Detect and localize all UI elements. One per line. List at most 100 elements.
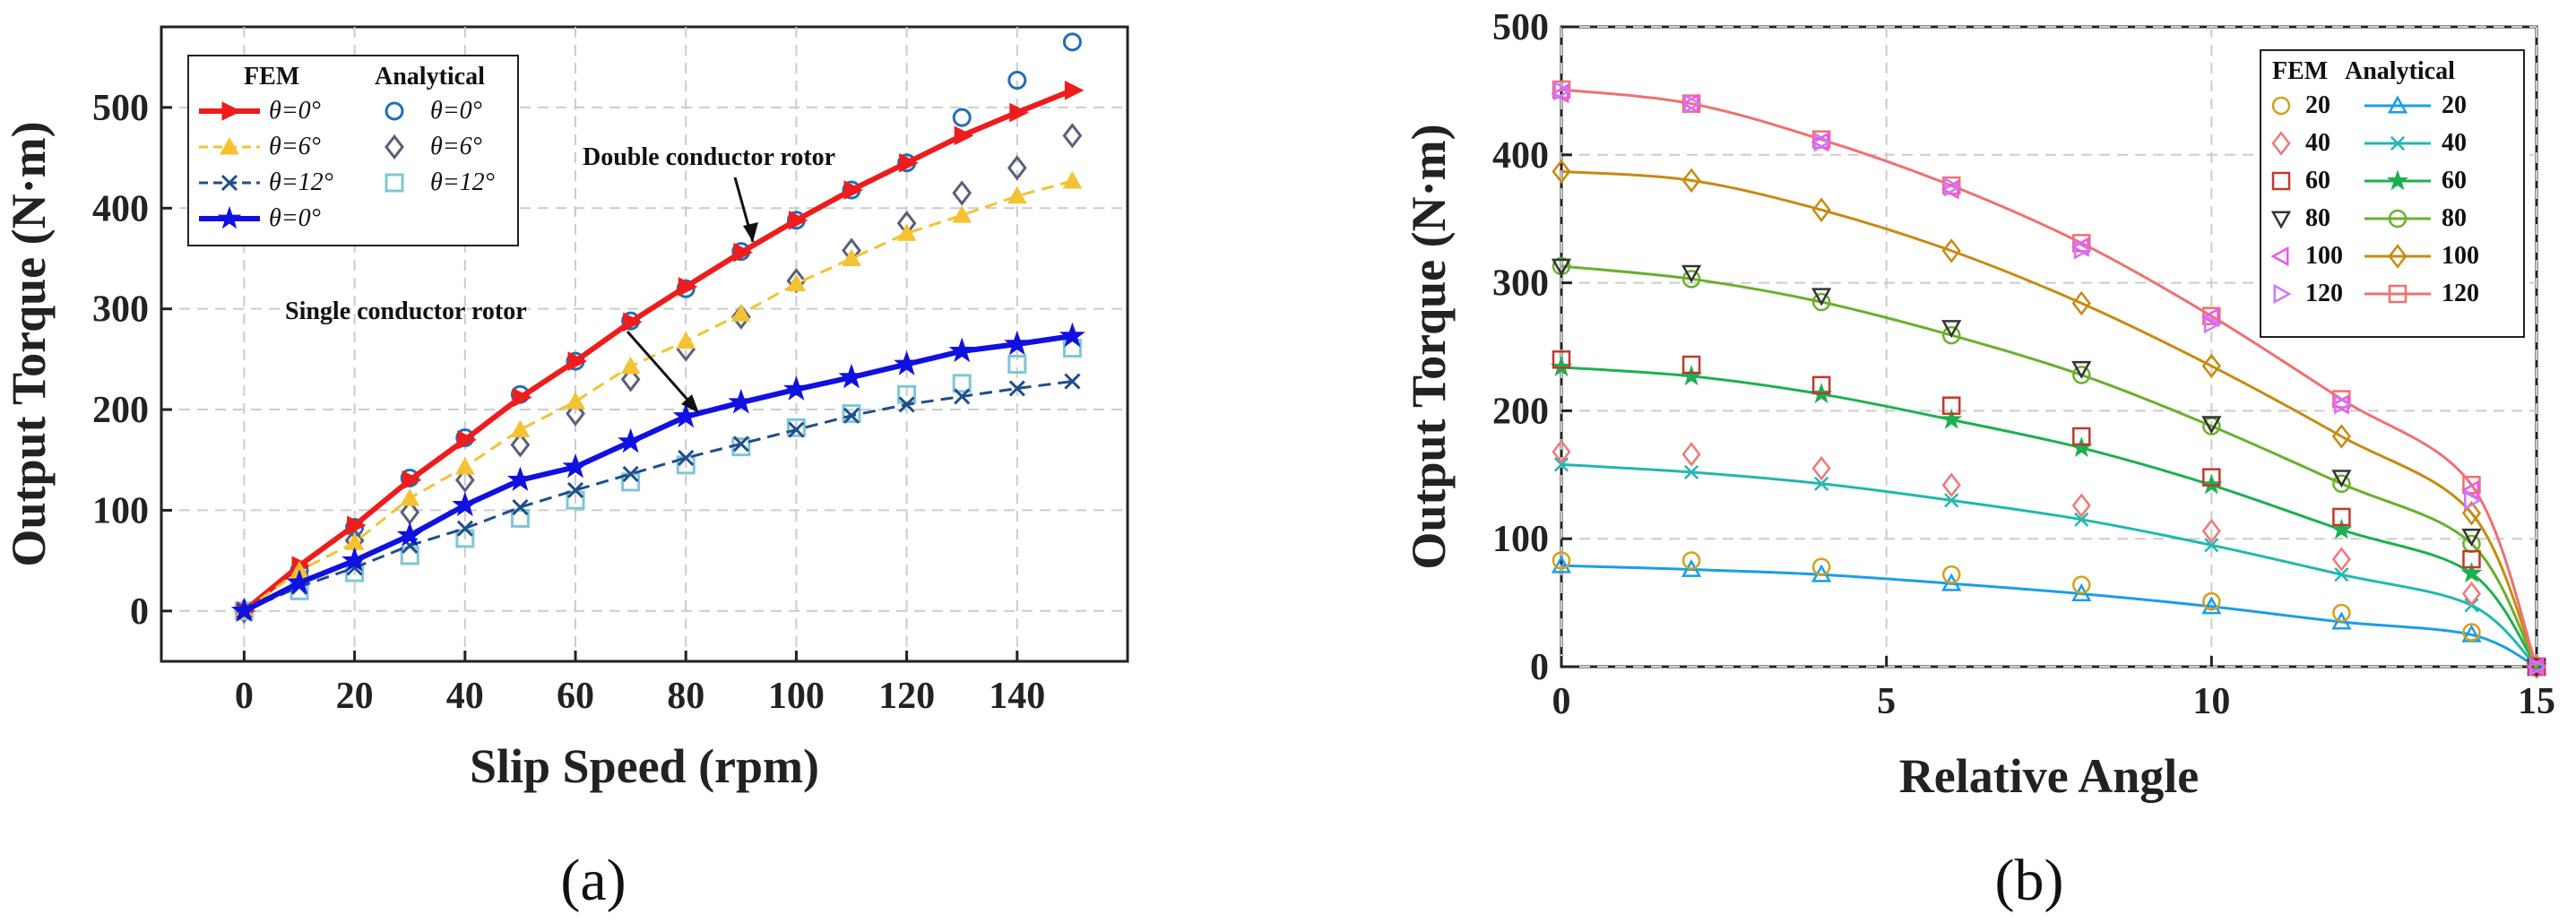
legend-b-analytical-label-3: 80 — [2442, 204, 2467, 232]
a-ytick-label-3: 300 — [92, 289, 149, 331]
a-fem-3-point-1 — [286, 569, 313, 594]
a-analytical-4-point-15 — [1062, 32, 1082, 52]
b-ytick-label-5: 500 — [1492, 7, 1549, 48]
legend-b-fem-label-2: 60 — [2305, 167, 2330, 194]
b-xtick-label-0: 0 — [1552, 681, 1571, 722]
b-fem-5-point-5 — [2203, 314, 2222, 334]
b-ytick-label-4: 400 — [1492, 135, 1549, 177]
b-fem-5-point-0 — [1553, 81, 1572, 101]
b-analytical-4-point-7 — [2461, 500, 2482, 526]
legend-a-fem-marker-2 — [220, 174, 238, 192]
b-fem-0-point-2 — [1811, 557, 1831, 576]
a-fem-3-point-7 — [618, 427, 644, 453]
a-ytick-label-1: 100 — [92, 490, 149, 531]
a-fem-3-point-3 — [396, 522, 423, 547]
b-analytical-2-point-6 — [2330, 518, 2353, 539]
b-analytical-5-line — [1560, 88, 2538, 668]
b-analytical-3-point-3 — [1941, 325, 1961, 345]
panel-a-chart: 0 20 40 60 80 100 120 140 0 100 200 300 400 500 Slip … — [2, 25, 1129, 793]
a-fem-2-point-14 — [1008, 380, 1025, 397]
legend-b-fem-label-1: 40 — [2305, 129, 2330, 157]
legend-b-analytical-marker-2 — [2386, 169, 2409, 191]
a-analytical-5-point-9 — [730, 304, 751, 330]
a-fem-1-line — [243, 179, 1073, 613]
b-analytical-1-point-5 — [2204, 538, 2219, 553]
a-fem-3-line — [243, 333, 1073, 614]
a-fem-2-point-6 — [566, 481, 584, 499]
a-fem-0-point-5 — [512, 387, 532, 408]
b-xtick-label-1: 5 — [1877, 681, 1896, 722]
b-analytical-4-point-4 — [2071, 290, 2091, 316]
b-fem-1-point-0 — [1552, 439, 1571, 464]
panel-a-xlabel: Slip Speed (rpm) — [470, 739, 819, 793]
b-analytical-1-point-0 — [1553, 457, 1569, 472]
b-fem-0-point-0 — [1552, 551, 1571, 570]
a-fem-0-point-6 — [567, 351, 588, 371]
b-xtick-label-2: 10 — [2192, 681, 2230, 722]
a-analytical-6-point-5 — [510, 508, 530, 528]
a-fem-1-point-6 — [566, 392, 585, 410]
b-analytical-2-point-7 — [2460, 561, 2483, 583]
a-analytical-5-point-15 — [1062, 123, 1083, 149]
legend-a-analytical-marker-2 — [385, 173, 404, 193]
a-fem-0-point-2 — [347, 515, 367, 536]
b-analytical-0-point-5 — [2201, 596, 2222, 615]
b-fem-3-point-5 — [2201, 416, 2222, 435]
b-fem-2-point-4 — [2072, 427, 2091, 446]
a-fem-0-point-10 — [788, 210, 808, 230]
legend-b-header-analytical: Analytical — [2345, 57, 2455, 85]
a-fem-0-point-9 — [733, 242, 753, 263]
legend-a-analytical-marker-0 — [385, 101, 404, 121]
a-analytical-6-point-14 — [1007, 354, 1027, 374]
legend-b-analytical-label-4: 100 — [2442, 242, 2479, 270]
a-analytical-5-point-6 — [566, 401, 585, 427]
a-fem-3-point-4 — [452, 491, 479, 517]
b-fem-5-point-3 — [1943, 177, 1962, 197]
a-fem-0-point-7 — [623, 312, 643, 332]
legend-b-analytical-label-2: 60 — [2442, 167, 2467, 194]
panel-a-legend: FEM Analytical θ=0° θ=6° θ=12° θ=0° θ=0° θ=6°… — [187, 55, 519, 246]
b-fem-2-point-7 — [2462, 549, 2481, 569]
b-fem-5-point-7 — [2464, 490, 2483, 511]
a-fem-2-point-5 — [512, 498, 529, 516]
b-fem-1-point-6 — [2331, 547, 2351, 572]
a-xtick-label-0: 0 — [235, 676, 254, 717]
legend-a-fem-label-2: θ=12° — [269, 168, 333, 196]
a-fem-1-point-8 — [676, 331, 696, 349]
legend-b-fem-marker-2 — [2271, 171, 2291, 191]
a-fem-1-point-9 — [730, 304, 751, 322]
b-fem-3-point-4 — [2071, 360, 2092, 379]
a-xtick-label-1: 20 — [336, 676, 374, 717]
a-ytick-label-0: 0 — [130, 591, 149, 633]
a-fem-0-point-11 — [843, 180, 864, 200]
a-analytical-5-point-14 — [1007, 155, 1027, 181]
legend-a-fem-label-3: θ=0° — [269, 204, 321, 232]
b-analytical-3-point-4 — [2072, 366, 2091, 384]
legend-b-fem-marker-4 — [2270, 246, 2289, 267]
b-fem-3-point-2 — [1811, 288, 1832, 306]
b-fem-1-point-5 — [2201, 518, 2221, 544]
panel-b-legend-box — [2260, 49, 2525, 338]
a-analytical-4-point-3 — [400, 468, 419, 487]
b-fem-2-point-5 — [2202, 468, 2221, 487]
a-fem-3-point-15 — [1059, 322, 1085, 348]
panel-a-series — [230, 32, 1085, 624]
b-fem-5-point-2 — [1813, 132, 1832, 152]
b-fem-0-point-1 — [1681, 551, 1701, 570]
a-fem-0-point-8 — [678, 277, 698, 297]
a-fem-3-point-2 — [341, 547, 368, 572]
a-fem-0-point-12 — [899, 152, 919, 173]
b-fem-4-point-0 — [1551, 83, 1569, 104]
b-analytical-1-point-1 — [1683, 464, 1699, 480]
annotation-double-conductor: Double conductor rotor — [583, 143, 835, 171]
b-fem-0-point-7 — [2462, 623, 2481, 642]
a-xtick-label-7: 140 — [989, 676, 1045, 717]
b-fem-5-point-4 — [2073, 239, 2092, 260]
a-analytical-6-point-13 — [952, 374, 972, 393]
a-ytick-label-5: 500 — [92, 88, 149, 129]
b-analytical-1-point-3 — [1944, 493, 1959, 508]
b-analytical-3-point-2 — [1811, 292, 1831, 312]
a-fem-3-point-8 — [672, 402, 699, 428]
a-fem-1-point-10 — [786, 273, 807, 292]
a-fem-3-point-10 — [782, 375, 809, 401]
